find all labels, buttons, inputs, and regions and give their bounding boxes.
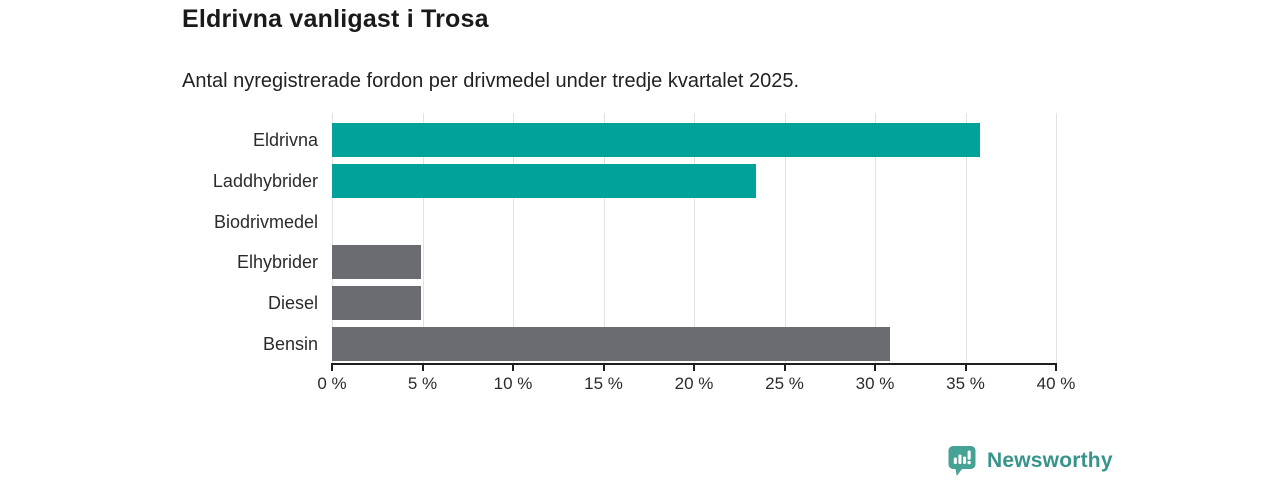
x-tick-label: 40 % xyxy=(1036,374,1076,393)
x-tick-label: 0 % xyxy=(317,374,347,393)
x-axis-tick xyxy=(964,365,967,371)
bar-eldrivna xyxy=(332,123,980,158)
x-tick-label: 5 % xyxy=(407,374,438,393)
gridline xyxy=(784,113,786,364)
branding-footer: Newsworthy xyxy=(946,444,1113,478)
bar-elhybrider xyxy=(332,245,421,280)
x-tick-label: 30 % xyxy=(855,374,895,393)
gridline xyxy=(1056,113,1057,364)
y-axis-label: Laddhybrider xyxy=(212,171,318,191)
chart-subtitle: Antal nyregistrerade fordon per drivmede… xyxy=(182,70,800,92)
x-axis-line xyxy=(331,363,1057,365)
bar-bensin xyxy=(332,326,890,361)
x-tick-label: 15 % xyxy=(584,374,623,393)
y-axis-label: Biodrivmedel xyxy=(213,211,318,232)
gridline xyxy=(694,113,695,364)
x-tick-label: 25 % xyxy=(765,374,804,393)
gridline xyxy=(332,113,333,364)
x-axis-tick xyxy=(1055,365,1057,371)
plot-area xyxy=(332,113,1057,364)
gridline xyxy=(965,113,967,364)
x-axis-tick xyxy=(874,365,876,371)
chart-title: Eldrivna vanligast i Trosa xyxy=(182,5,489,33)
x-axis-tick xyxy=(602,365,605,371)
y-axis-label: Elhybrider xyxy=(236,252,318,273)
gridline xyxy=(875,113,876,364)
x-axis-tick xyxy=(331,365,333,371)
x-axis-tick xyxy=(783,365,786,371)
bar-diesel xyxy=(332,286,421,320)
x-tick-label: 35 % xyxy=(946,374,985,393)
x-tick-label: 20 % xyxy=(674,374,714,393)
y-axis-label: Bensin xyxy=(262,333,318,354)
y-axis-label: Eldrivna xyxy=(252,130,318,151)
x-tick-label: 10 % xyxy=(493,374,533,393)
x-axis-tick xyxy=(512,365,514,371)
y-axis-label: Diesel xyxy=(267,293,318,313)
gridline xyxy=(513,113,514,364)
x-axis-tick xyxy=(693,365,695,371)
gridline xyxy=(422,113,424,364)
bar-laddhybrider xyxy=(332,164,756,198)
branding-label: Newsworthy xyxy=(987,449,1113,472)
newsworthy-pin-chart-icon xyxy=(946,444,978,478)
gridline xyxy=(603,113,605,364)
x-axis-tick xyxy=(421,365,424,371)
